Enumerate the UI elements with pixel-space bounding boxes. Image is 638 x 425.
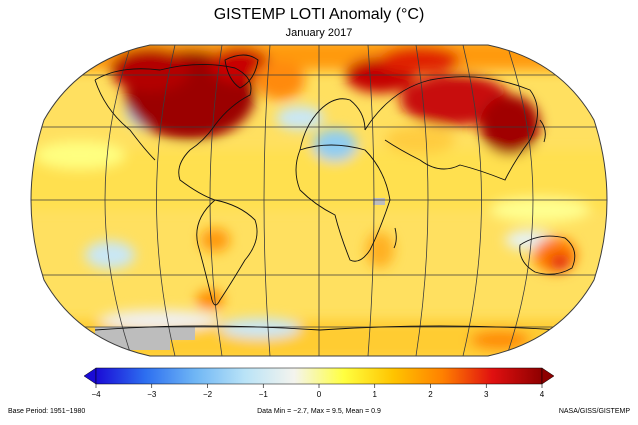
- colorbar-tick-label: −4: [91, 390, 101, 399]
- globe-outline: [30, 44, 608, 357]
- colorbar-left-arrow: [83, 367, 97, 385]
- colorbar-tick-label: −3: [147, 390, 157, 399]
- colorbar-tick-label: 1: [373, 390, 378, 399]
- coastlines: [94, 54, 599, 331]
- colorbar-right-arrow: [541, 367, 555, 385]
- base-period-label: Base Period: 1951−1980: [8, 408, 86, 415]
- map-subtitle: January 2017: [285, 27, 353, 39]
- credit-label: NASA/GISS/GISTEMP: [558, 408, 630, 415]
- colorbar-tick-label: 2: [428, 390, 433, 399]
- colorbar-tick-label: −1: [259, 390, 269, 399]
- colorbar-ticks: −4 −3 −2 −1 0 1 2 3 4: [91, 384, 545, 399]
- colorbar-tick-label: 4: [540, 390, 545, 399]
- colorbar-tick-label: 3: [484, 390, 489, 399]
- data-stats-label: Data Min = −2.7, Max = 9.5, Mean = 0.9: [257, 408, 381, 415]
- colorbar-tick-label: 0: [317, 390, 322, 399]
- graticule: [31, 45, 607, 356]
- colorbar-tick-label: −2: [203, 390, 213, 399]
- colorbar-gradient: [95, 367, 543, 385]
- map-title: GISTEMP LOTI Anomaly (°C): [213, 6, 425, 23]
